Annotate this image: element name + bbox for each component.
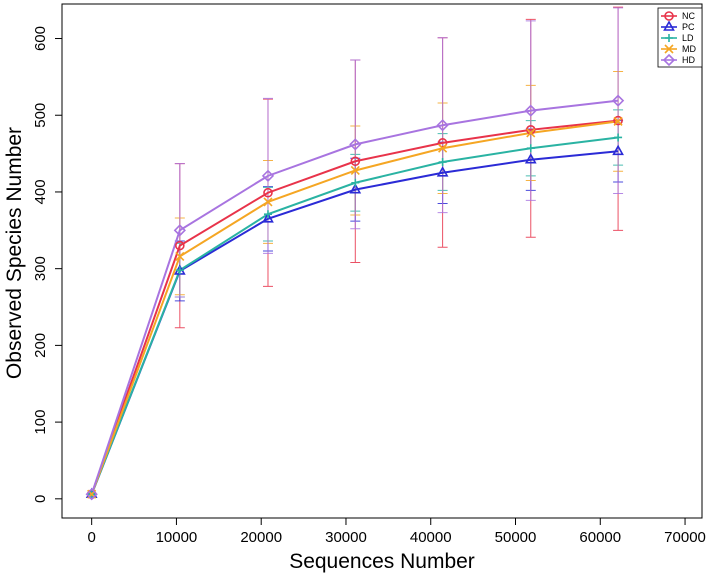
data-point-md xyxy=(350,165,360,176)
legend-label-nc: NC xyxy=(682,11,695,21)
y-tick-label: 400 xyxy=(32,179,49,204)
data-point-pc xyxy=(524,153,537,164)
legend-marker-md xyxy=(664,44,674,54)
data-point-md xyxy=(438,143,448,153)
data-point-pc xyxy=(436,166,449,177)
legend-marker-ld xyxy=(665,34,673,42)
data-point-md xyxy=(613,116,623,126)
y-axis-title: Observed Species Number xyxy=(3,127,26,379)
data-point-hd xyxy=(85,488,98,501)
x-tick-label: 70000 xyxy=(664,529,706,546)
y-tick-label: 600 xyxy=(32,26,49,51)
y-tick-label: 100 xyxy=(32,410,49,435)
axes-layer: 0 10000 20000 30000 40000 50000 60000 70000 0 100… xyxy=(32,3,706,546)
x-tick-label: 20000 xyxy=(240,529,282,546)
legend-label-md: MD xyxy=(682,44,696,54)
data-point-ld xyxy=(526,144,535,153)
y-tick-label: 0 xyxy=(32,495,49,503)
data-point-hd xyxy=(611,94,625,107)
error-bars-layer xyxy=(174,6,624,329)
data-point-pc xyxy=(612,144,624,156)
data-point-nc xyxy=(613,115,623,126)
y-tick-label: 200 xyxy=(32,333,49,358)
plot-frame xyxy=(61,3,703,519)
data-point-hd xyxy=(261,169,275,182)
data-point-ld xyxy=(614,133,623,142)
legend-marker-pc xyxy=(663,20,675,31)
legend-label-hd: HD xyxy=(682,55,695,65)
x-axis-title: Sequences Number xyxy=(289,550,475,573)
data-point-hd xyxy=(524,104,537,117)
x-tick-label: 60000 xyxy=(579,529,621,546)
x-tick-label: 30000 xyxy=(325,529,367,546)
data-point-hd xyxy=(173,224,186,237)
data-point-nc xyxy=(175,240,185,251)
data-point-pc xyxy=(349,183,362,194)
data-point-nc xyxy=(350,156,361,167)
data-point-nc xyxy=(263,187,273,198)
x-tick-label: 0 xyxy=(87,529,95,546)
legend-label-pc: PC xyxy=(682,22,695,32)
data-point-ld xyxy=(263,210,272,219)
y-tick-label: 300 xyxy=(32,256,49,281)
data-point-pc xyxy=(262,212,274,223)
y-tick-label: 500 xyxy=(32,103,49,128)
x-tick-label: 10000 xyxy=(156,529,198,546)
series-line-hd xyxy=(90,99,619,495)
data-point-hd xyxy=(349,138,362,151)
data-point-md xyxy=(526,128,536,138)
data-point-ld xyxy=(351,178,360,187)
data-point-ld xyxy=(175,266,184,275)
x-tick-label: 50000 xyxy=(495,529,537,546)
legend-label-ld: LD xyxy=(682,33,694,43)
markers-layer xyxy=(85,94,625,501)
data-point-hd xyxy=(436,119,449,132)
x-tick-label: 40000 xyxy=(410,529,452,546)
data-point-nc xyxy=(437,138,448,148)
data-point-ld xyxy=(438,158,447,167)
legend-marker-nc xyxy=(664,11,674,21)
data-point-md xyxy=(175,251,185,261)
legend-marker-hd xyxy=(662,53,676,67)
data-point-md xyxy=(263,197,273,207)
series-line-nc xyxy=(90,119,619,495)
